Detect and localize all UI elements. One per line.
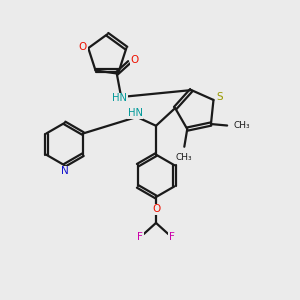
Text: HN: HN (112, 94, 127, 103)
Text: F: F (169, 232, 175, 242)
Text: CH₃: CH₃ (234, 121, 250, 130)
Text: HN: HN (128, 108, 143, 118)
Text: O: O (79, 42, 87, 52)
Text: S: S (217, 92, 223, 102)
Text: O: O (130, 56, 139, 65)
Text: O: O (153, 204, 161, 214)
Text: CH₃: CH₃ (176, 153, 193, 162)
Text: F: F (137, 232, 143, 242)
Text: N: N (61, 166, 68, 176)
